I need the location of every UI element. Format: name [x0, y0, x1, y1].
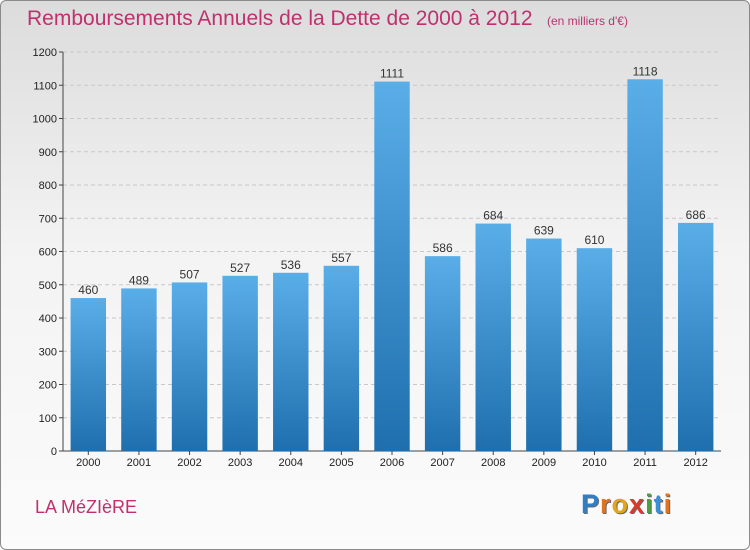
bar-value-label: 586	[433, 241, 453, 255]
x-tick-label: 2007	[430, 457, 454, 469]
x-tick-label: 2009	[532, 457, 556, 469]
x-tick-label: 2011	[633, 457, 657, 469]
x-tick-label: 2002	[177, 457, 201, 469]
x-tick-label: 2012	[683, 457, 707, 469]
bar	[677, 222, 714, 451]
bar	[323, 265, 360, 451]
bar-value-label: 1118	[633, 64, 658, 78]
bar	[424, 256, 461, 451]
y-tick-label: 800	[39, 180, 57, 192]
logo-letter: x	[629, 489, 646, 519]
bar-value-label: 507	[180, 267, 200, 281]
bar-value-label: 639	[534, 224, 554, 238]
y-tick-label: 900	[39, 147, 57, 159]
y-tick-label: 1200	[33, 47, 57, 59]
bar	[222, 275, 258, 451]
bar-value-label: 489	[129, 273, 149, 287]
y-tick-label: 300	[39, 346, 57, 358]
bar	[627, 79, 663, 451]
y-tick-label: 700	[39, 213, 57, 225]
bar	[171, 282, 208, 451]
bars: 460 489 507 527 536 557 1111 586 684 639 610 1118 68…	[70, 64, 714, 451]
x-tick-label: 2001	[127, 457, 151, 469]
bar	[273, 272, 309, 451]
y-tick-label: 0	[51, 446, 57, 458]
bar	[374, 81, 410, 451]
logo-letter: r	[600, 489, 612, 519]
bar-value-label: 527	[230, 261, 250, 275]
bar	[475, 223, 511, 451]
bar	[121, 288, 157, 451]
y-tick-label: 500	[39, 280, 57, 292]
x-tick-label: 2004	[279, 457, 303, 469]
bar-value-label: 686	[686, 208, 706, 222]
y-tick-label: 200	[39, 380, 57, 392]
x-tick-label: 2000	[76, 457, 100, 469]
x-tick-label: 2003	[228, 457, 252, 469]
x-tick-label: 2010	[582, 457, 606, 469]
bar	[70, 298, 107, 451]
y-tick-label: 400	[39, 313, 57, 325]
logo-letter: i	[663, 489, 673, 519]
y-tick-label: 600	[39, 247, 57, 259]
bar-value-label: 557	[331, 251, 351, 265]
x-tick-label: 2008	[481, 457, 505, 469]
commune-name: LA MéZIèRE	[35, 497, 138, 517]
bar-value-label: 610	[584, 233, 604, 247]
logo-letter: i	[645, 489, 654, 519]
y-tick-label: 1100	[33, 80, 57, 92]
chart-title-text: Remboursements Annuels de la Dette de 20…	[27, 7, 533, 30]
logo-letter: P	[581, 489, 601, 519]
y-tick-label: 100	[39, 413, 57, 425]
x-tick-label: 2005	[329, 457, 353, 469]
bar	[576, 248, 613, 451]
bar-value-label: 684	[483, 209, 503, 223]
bar-value-label: 460	[78, 283, 98, 297]
chart-title: Remboursements Annuels de la Dette de 20…	[27, 7, 628, 31]
y-tick-label: 1000	[33, 114, 57, 126]
x-tick-label: 2006	[380, 457, 404, 469]
bar-value-label: 1111	[380, 67, 404, 81]
logo-letter: o	[611, 489, 630, 519]
proxiti-logo: Proxiti	[581, 489, 672, 520]
bar-value-label: 536	[281, 258, 301, 272]
bar	[526, 238, 562, 451]
chart-unit: (en milliers d'€)	[546, 14, 628, 28]
logo-letter: t	[653, 489, 664, 519]
